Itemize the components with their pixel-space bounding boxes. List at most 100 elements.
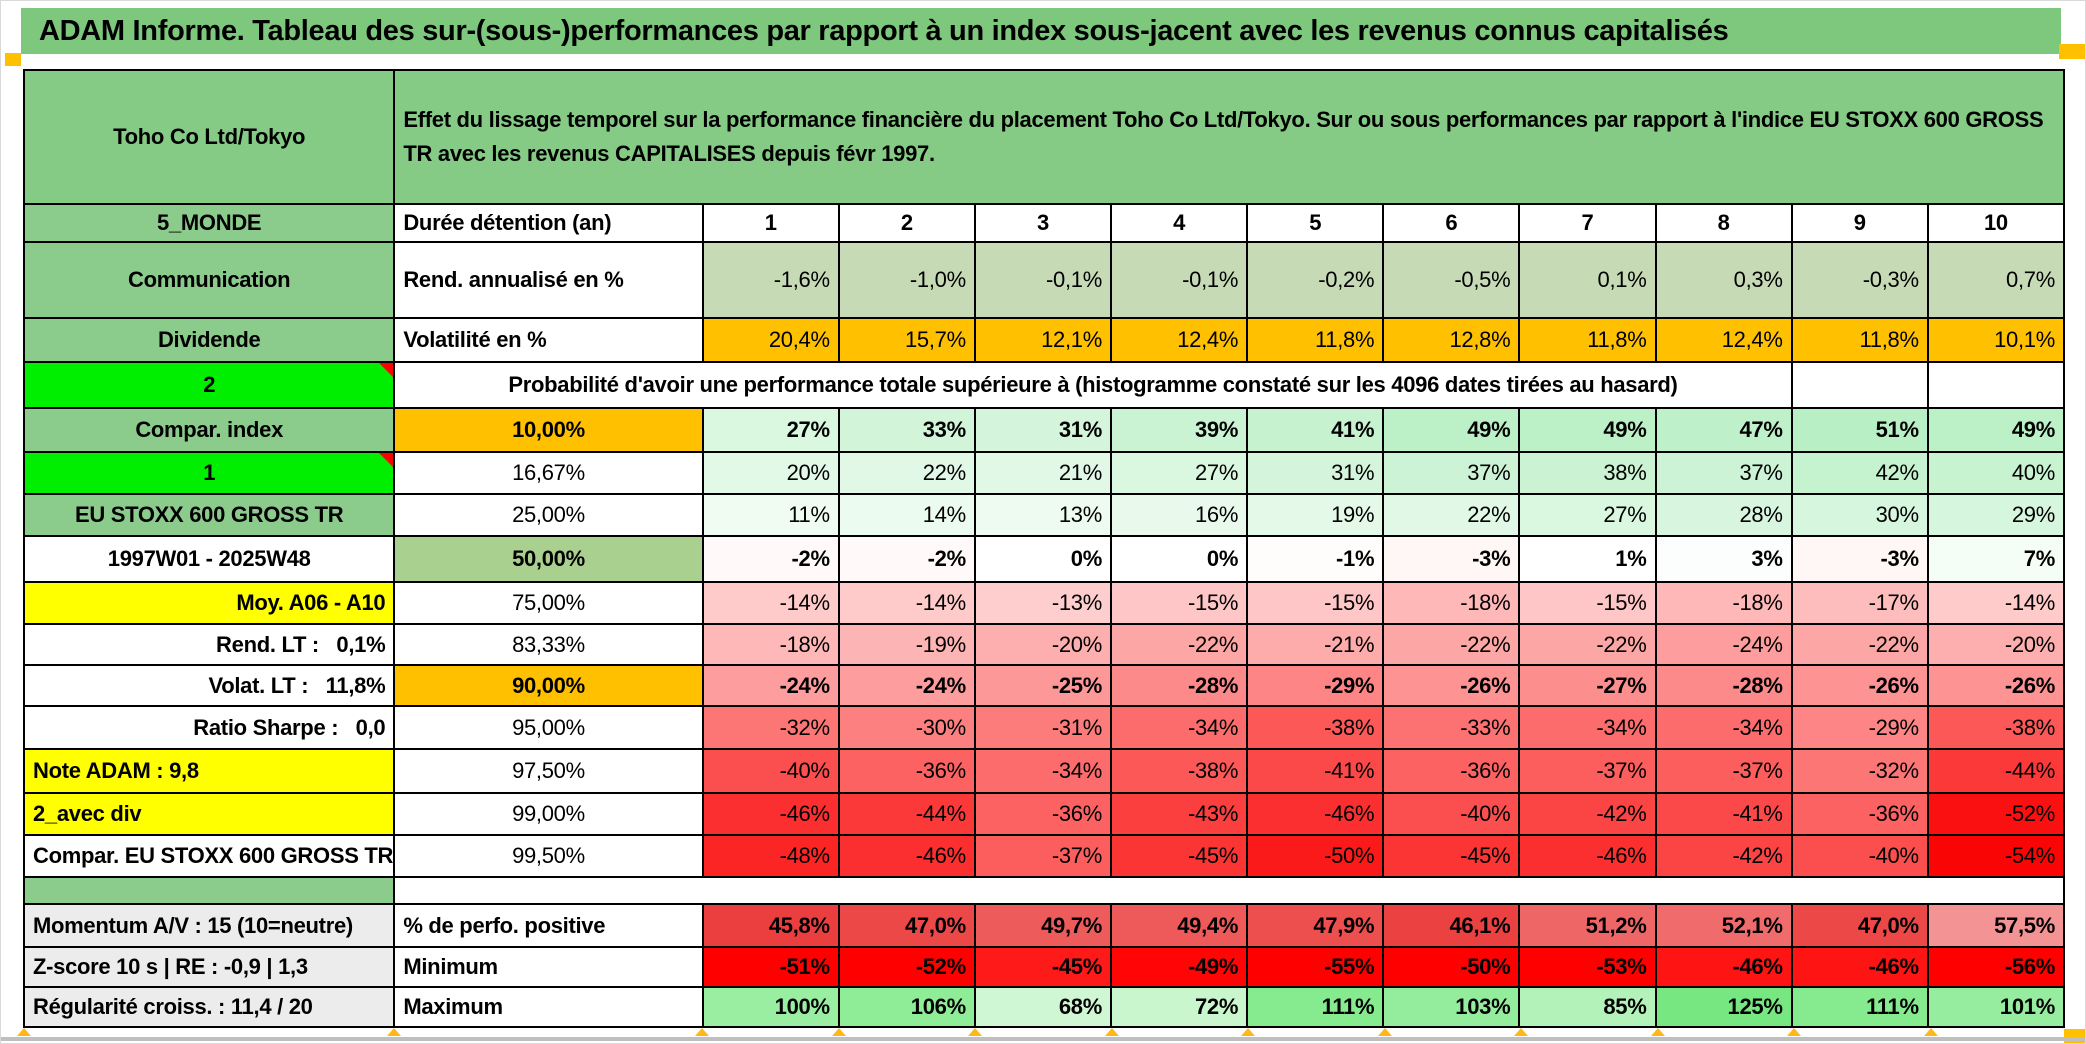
value-cell[interactable]: -14% xyxy=(1926,581,2066,625)
value-cell[interactable]: 11,8% xyxy=(1790,317,1929,363)
metric-label-cell[interactable]: Rend. annualisé en % xyxy=(393,241,704,319)
value-cell[interactable]: 111% xyxy=(1790,986,1929,1028)
value-cell[interactable]: -31% xyxy=(973,705,1113,750)
row-label-cell[interactable]: Compar. EU STOXX 600 GROSS TR xyxy=(22,834,396,878)
value-cell[interactable]: -18% xyxy=(1382,581,1521,625)
value-cell[interactable]: -32% xyxy=(1790,748,1929,794)
value-cell[interactable]: -46% xyxy=(701,792,840,836)
value-cell[interactable]: 52,1% xyxy=(1654,903,1793,948)
value-cell[interactable]: 27% xyxy=(1109,451,1249,495)
value-cell[interactable]: -18% xyxy=(701,623,840,666)
value-cell[interactable]: 47,0% xyxy=(837,903,976,948)
value-cell[interactable]: -38% xyxy=(1246,705,1385,750)
value-cell[interactable]: 101% xyxy=(1926,986,2066,1028)
value-cell[interactable]: -52% xyxy=(837,946,976,988)
value-cell[interactable]: 40% xyxy=(1926,451,2066,495)
value-cell[interactable]: -37% xyxy=(1654,748,1793,794)
value-cell[interactable]: 72% xyxy=(1109,986,1249,1028)
value-cell[interactable]: 12,4% xyxy=(1109,317,1249,363)
value-cell[interactable]: 22% xyxy=(1382,493,1521,537)
value-cell[interactable]: 12,4% xyxy=(1654,317,1793,363)
value-cell[interactable]: -3% xyxy=(1382,535,1521,583)
row-label-cell[interactable]: 1997W01 - 2025W48 xyxy=(22,535,396,583)
value-cell[interactable]: 11,8% xyxy=(1518,317,1657,363)
value-cell[interactable]: -52% xyxy=(1926,792,2066,836)
metric-label-cell[interactable]: Durée détention (an) xyxy=(393,203,704,243)
metric-label-cell[interactable]: Volatilité en % xyxy=(393,317,704,363)
row-label-cell[interactable]: Dividende xyxy=(22,317,396,363)
value-cell[interactable]: -55% xyxy=(1246,946,1385,988)
value-cell[interactable]: 111% xyxy=(1246,986,1385,1028)
value-cell[interactable]: -2% xyxy=(837,535,976,583)
value-cell[interactable]: 125% xyxy=(1654,986,1793,1028)
value-cell[interactable]: -0,3% xyxy=(1790,241,1929,319)
value-cell[interactable]: 11,8% xyxy=(1246,317,1385,363)
value-cell[interactable]: 12,8% xyxy=(1382,317,1521,363)
value-cell[interactable]: -46% xyxy=(1246,792,1385,836)
value-cell[interactable]: 14% xyxy=(837,493,976,537)
value-cell[interactable]: 42% xyxy=(1790,451,1929,495)
value-cell[interactable]: -1% xyxy=(1246,535,1385,583)
value-cell[interactable]: 47,9% xyxy=(1246,903,1385,948)
value-cell[interactable]: -50% xyxy=(1382,946,1521,988)
value-cell[interactable]: -44% xyxy=(837,792,976,836)
value-cell[interactable]: 2 xyxy=(837,203,976,243)
value-cell[interactable]: 33% xyxy=(837,407,976,453)
row-label-cell[interactable]: 1 xyxy=(22,451,396,495)
metric-label-cell[interactable]: 83,33% xyxy=(393,623,704,666)
value-cell[interactable]: 0,3% xyxy=(1654,241,1793,319)
row-label-cell[interactable]: EU STOXX 600 GROSS TR xyxy=(22,493,396,537)
value-cell[interactable]: 0% xyxy=(973,535,1113,583)
value-cell[interactable]: 0,7% xyxy=(1926,241,2066,319)
value-cell[interactable]: -0,1% xyxy=(1109,241,1249,319)
value-cell[interactable]: 22% xyxy=(837,451,976,495)
value-cell[interactable]: 41% xyxy=(1246,407,1385,453)
metric-label-cell[interactable]: Maximum xyxy=(393,986,704,1028)
value-cell[interactable]: 9 xyxy=(1790,203,1929,243)
value-cell[interactable]: -17% xyxy=(1790,581,1929,625)
metric-label-cell[interactable]: 95,00% xyxy=(393,705,704,750)
value-cell[interactable]: -29% xyxy=(1246,664,1385,707)
value-cell[interactable]: -22% xyxy=(1790,623,1929,666)
value-cell[interactable]: -18% xyxy=(1654,581,1793,625)
value-cell[interactable]: -46% xyxy=(1790,946,1929,988)
value-cell[interactable]: 49,7% xyxy=(973,903,1113,948)
row-label-cell[interactable]: 5_MONDE xyxy=(22,203,396,243)
value-cell[interactable]: 1 xyxy=(701,203,840,243)
value-cell[interactable]: 13% xyxy=(973,493,1113,537)
value-cell[interactable]: 10,1% xyxy=(1926,317,2066,363)
sheet-title[interactable]: ADAM Informe. Tableau des sur-(sous-)per… xyxy=(21,8,2061,54)
value-cell[interactable]: 7% xyxy=(1926,535,2066,583)
value-cell[interactable]: -14% xyxy=(701,581,840,625)
value-cell[interactable]: 49,4% xyxy=(1109,903,1249,948)
value-cell[interactable]: -41% xyxy=(1246,748,1385,794)
value-cell[interactable]: 28% xyxy=(1654,493,1793,537)
value-cell[interactable]: -24% xyxy=(701,664,840,707)
value-cell[interactable]: 39% xyxy=(1109,407,1249,453)
value-cell[interactable]: -13% xyxy=(973,581,1113,625)
value-cell[interactable]: -24% xyxy=(837,664,976,707)
metric-label-cell[interactable]: 99,50% xyxy=(393,834,704,878)
value-cell[interactable]: 20,4% xyxy=(701,317,840,363)
value-cell[interactable]: 106% xyxy=(837,986,976,1028)
row-label-cell[interactable]: Moy. A06 - A10 xyxy=(22,581,396,625)
value-cell[interactable]: -34% xyxy=(973,748,1113,794)
metric-label-cell[interactable]: 50,00% xyxy=(393,535,704,583)
value-cell[interactable]: 11% xyxy=(701,493,840,537)
value-cell[interactable]: -29% xyxy=(1790,705,1929,750)
value-cell[interactable]: -33% xyxy=(1382,705,1521,750)
row-label-cell[interactable]: Communication xyxy=(22,241,396,319)
metric-label-cell[interactable]: 25,00% xyxy=(393,493,704,537)
metric-label-cell[interactable]: 75,00% xyxy=(393,581,704,625)
value-cell[interactable]: 31% xyxy=(1246,451,1385,495)
value-cell[interactable]: 37% xyxy=(1654,451,1793,495)
empty-cell[interactable] xyxy=(1926,361,2066,409)
row-label-cell[interactable]: Compar. index xyxy=(22,407,396,453)
value-cell[interactable]: 31% xyxy=(973,407,1113,453)
value-cell[interactable]: 51% xyxy=(1790,407,1929,453)
value-cell[interactable]: -36% xyxy=(837,748,976,794)
value-cell[interactable]: 47% xyxy=(1654,407,1793,453)
metric-label-cell[interactable]: % de perfo. positive xyxy=(393,903,704,948)
value-cell[interactable]: -46% xyxy=(1654,946,1793,988)
value-cell[interactable]: -28% xyxy=(1654,664,1793,707)
